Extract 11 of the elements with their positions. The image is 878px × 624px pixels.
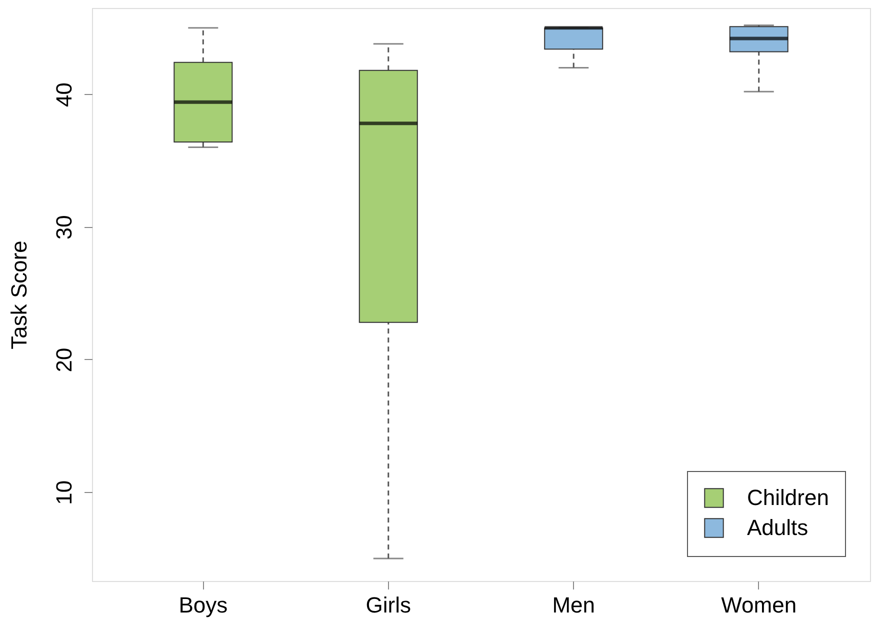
y-tick-label: 20 (52, 348, 76, 372)
y-tick-label: 10 (52, 480, 76, 505)
y-tick-label: 30 (52, 215, 76, 240)
x-tick-label: Women (721, 592, 797, 618)
y-axis-title: Task Score (6, 240, 32, 350)
y-tick-label: 40 (52, 82, 76, 107)
x-tick-label: Men (552, 592, 596, 618)
legend-label: Adults (747, 515, 808, 540)
legend-label: Children (747, 485, 829, 510)
x-tick-label: Girls (366, 592, 411, 618)
x-tick-label: Boys (178, 592, 228, 618)
